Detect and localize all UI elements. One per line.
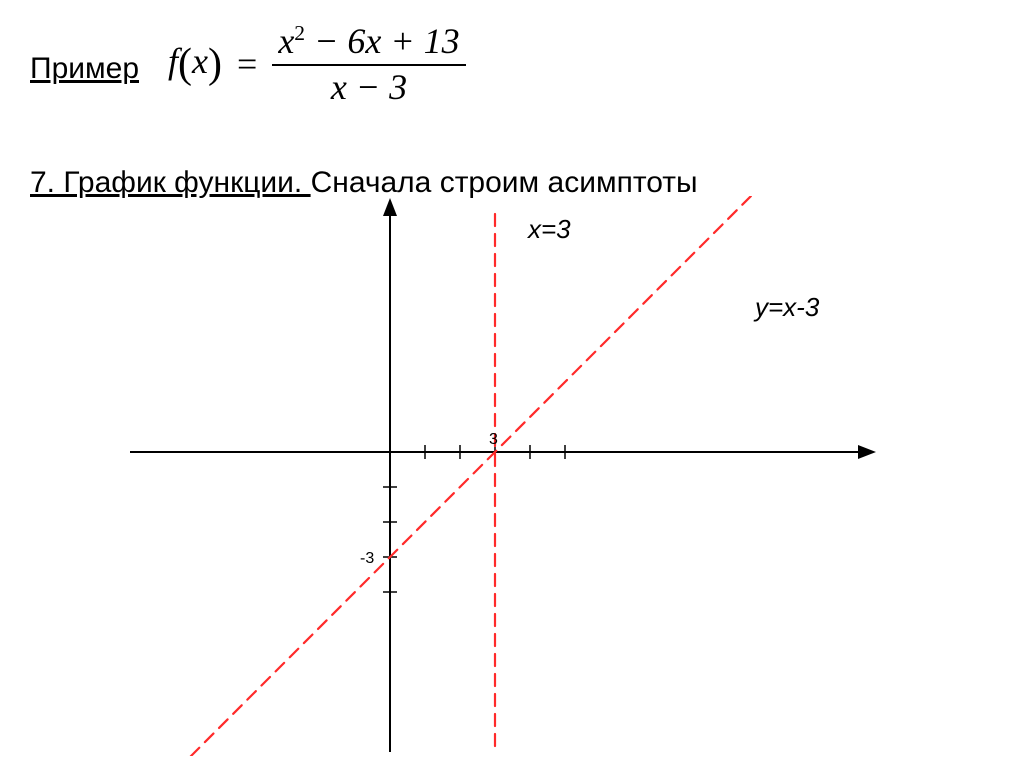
- svg-text:x=3: x=3: [526, 214, 571, 244]
- subtitle: 7. График функции. Сначала строим асимпт…: [30, 166, 698, 200]
- svg-text:-3: -3: [360, 550, 374, 567]
- subtitle-underlined: 7. График функции.: [30, 166, 311, 199]
- page-title: Пример: [30, 52, 139, 86]
- svg-text:y=x-3: y=x-3: [753, 292, 820, 322]
- asymptote-chart: x=3 y=x-3 3 -3: [120, 196, 880, 756]
- formula-var: x: [192, 41, 208, 81]
- subtitle-rest: Сначала строим асимптоты: [311, 166, 698, 199]
- formula-func: f: [168, 41, 178, 81]
- formula: f(x) = x2 − 6x + 13 x − 3: [168, 20, 466, 108]
- formula-numerator: x2 − 6x + 13: [272, 20, 465, 64]
- svg-text:3: 3: [489, 431, 498, 448]
- formula-denominator: x − 3: [272, 64, 465, 108]
